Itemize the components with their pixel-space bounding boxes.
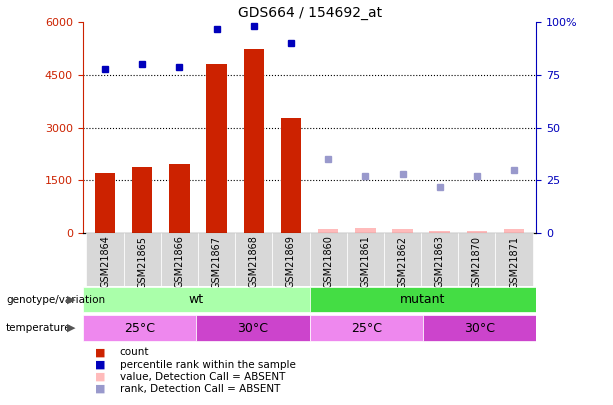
FancyBboxPatch shape xyxy=(459,233,495,286)
Text: GSM21868: GSM21868 xyxy=(249,235,259,288)
FancyBboxPatch shape xyxy=(310,233,347,286)
Bar xyxy=(132,167,153,233)
Text: GSM21864: GSM21864 xyxy=(100,235,110,288)
Bar xyxy=(355,228,376,233)
FancyBboxPatch shape xyxy=(347,233,384,286)
Text: wt: wt xyxy=(189,293,204,306)
Text: GSM21867: GSM21867 xyxy=(211,235,222,288)
Text: 25°C: 25°C xyxy=(351,322,382,335)
Text: rank, Detection Call = ABSENT: rank, Detection Call = ABSENT xyxy=(120,384,280,394)
Text: GSM21870: GSM21870 xyxy=(472,235,482,288)
Text: GSM21860: GSM21860 xyxy=(323,235,333,288)
Text: 30°C: 30°C xyxy=(237,322,268,335)
Bar xyxy=(95,173,115,233)
Text: ■: ■ xyxy=(95,347,105,357)
Text: mutant: mutant xyxy=(400,293,446,306)
Text: GSM21869: GSM21869 xyxy=(286,235,296,288)
Text: ■: ■ xyxy=(95,384,105,394)
Text: value, Detection Call = ABSENT: value, Detection Call = ABSENT xyxy=(120,372,285,382)
Text: GSM21871: GSM21871 xyxy=(509,235,519,288)
Text: temperature: temperature xyxy=(6,323,72,333)
Text: ■: ■ xyxy=(95,372,105,382)
Bar xyxy=(169,164,189,233)
Text: percentile rank within the sample: percentile rank within the sample xyxy=(120,360,295,369)
FancyBboxPatch shape xyxy=(83,287,310,313)
Text: ▶: ▶ xyxy=(67,323,76,333)
Bar xyxy=(243,49,264,233)
Bar xyxy=(318,229,338,233)
FancyBboxPatch shape xyxy=(423,315,536,341)
Text: GSM21866: GSM21866 xyxy=(175,235,185,288)
Text: GSM21863: GSM21863 xyxy=(435,235,444,288)
Text: 25°C: 25°C xyxy=(124,322,155,335)
FancyBboxPatch shape xyxy=(83,315,196,341)
Bar xyxy=(466,231,487,233)
Text: count: count xyxy=(120,347,149,357)
Text: ▶: ▶ xyxy=(67,295,76,305)
Bar xyxy=(392,229,413,233)
FancyBboxPatch shape xyxy=(310,287,536,313)
FancyBboxPatch shape xyxy=(495,233,533,286)
Text: genotype/variation: genotype/variation xyxy=(6,295,105,305)
Text: 30°C: 30°C xyxy=(464,322,495,335)
Text: GSM21862: GSM21862 xyxy=(397,235,408,288)
FancyBboxPatch shape xyxy=(235,233,272,286)
Title: GDS664 / 154692_at: GDS664 / 154692_at xyxy=(237,6,382,20)
FancyBboxPatch shape xyxy=(124,233,161,286)
FancyBboxPatch shape xyxy=(310,315,423,341)
Bar xyxy=(207,64,227,233)
FancyBboxPatch shape xyxy=(196,315,310,341)
Text: ■: ■ xyxy=(95,360,105,369)
FancyBboxPatch shape xyxy=(161,233,198,286)
FancyBboxPatch shape xyxy=(384,233,421,286)
Text: GSM21865: GSM21865 xyxy=(137,235,147,288)
FancyBboxPatch shape xyxy=(421,233,459,286)
FancyBboxPatch shape xyxy=(272,233,310,286)
FancyBboxPatch shape xyxy=(86,233,124,286)
Text: GSM21861: GSM21861 xyxy=(360,235,370,288)
Bar xyxy=(430,231,450,233)
FancyBboxPatch shape xyxy=(198,233,235,286)
Bar xyxy=(504,229,524,233)
Bar xyxy=(281,118,301,233)
